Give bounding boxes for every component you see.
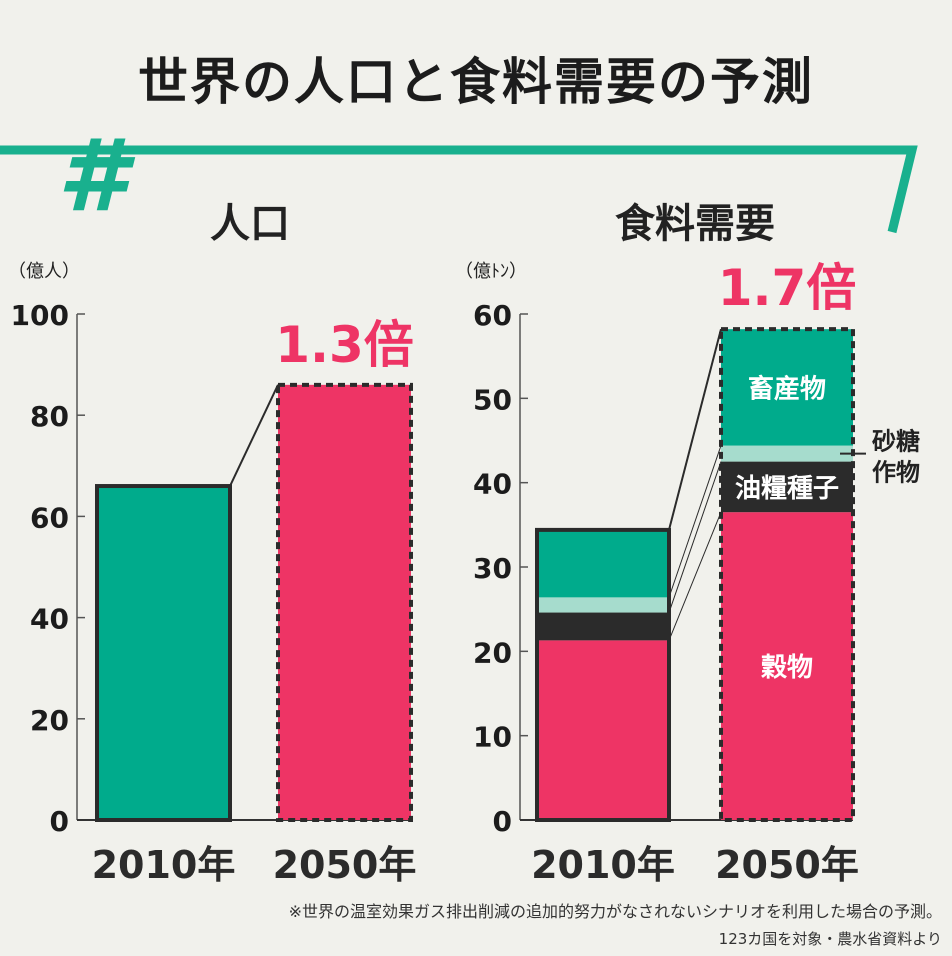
segment-label: 穀物 bbox=[761, 653, 813, 683]
y-tick-label: 80 bbox=[30, 400, 69, 433]
bar-segment-1 bbox=[721, 329, 853, 446]
bar-2050 bbox=[276, 382, 413, 822]
connector-line bbox=[668, 445, 722, 598]
y-tick-label: 20 bbox=[473, 636, 512, 669]
hash-icon: # bbox=[57, 117, 135, 234]
bar-outline-2050年 bbox=[719, 327, 855, 822]
y-tick-label: 60 bbox=[473, 299, 512, 332]
footnote: ※世界の温室効果ガス排出削減の追加的努力がなされないシナリオを利用した場合の予測… bbox=[288, 902, 942, 921]
connector-line bbox=[668, 511, 722, 641]
bar-segment-1 bbox=[721, 512, 853, 820]
y-tick-label: 50 bbox=[473, 383, 512, 416]
segment-label-callout: 作物 bbox=[872, 459, 920, 487]
x-tick-label: 2010年 bbox=[92, 843, 236, 887]
bar-outline-2010年 bbox=[535, 527, 671, 822]
y-axis-unit: （億人） bbox=[8, 261, 80, 282]
y-axis-unit: （億ﾄﾝ） bbox=[455, 261, 527, 282]
segment-label-callout: 砂糖 bbox=[872, 428, 920, 456]
bar-2010 bbox=[95, 484, 232, 822]
x-tick-label: 2050年 bbox=[715, 843, 859, 887]
bar-segment-0 bbox=[537, 640, 669, 820]
y-tick-label: 60 bbox=[30, 501, 69, 534]
source-note: 123カ国を対象・農水省資料より bbox=[718, 930, 942, 948]
chart-title: 人口 bbox=[210, 201, 290, 247]
connector-line bbox=[668, 328, 722, 531]
y-tick-label: 0 bbox=[50, 805, 69, 838]
y-tick-label: 10 bbox=[473, 721, 512, 754]
y-tick-label: 0 bbox=[493, 805, 512, 838]
chart-title: 食料需要 bbox=[615, 201, 775, 247]
y-tick-label: 20 bbox=[30, 704, 69, 737]
y-tick-label: 100 bbox=[11, 299, 69, 332]
connector-line bbox=[668, 461, 722, 613]
bar-segment-1 bbox=[721, 461, 853, 513]
segment-label: 油糧種子 bbox=[735, 474, 839, 504]
y-tick-label: 40 bbox=[30, 603, 69, 636]
y-tick-label: 30 bbox=[473, 552, 512, 585]
segment-label: 畜産物 bbox=[748, 373, 826, 404]
y-tick-label: 40 bbox=[473, 468, 512, 501]
ratio-label: 1.7倍 bbox=[718, 259, 857, 317]
page-title: 世界の人口と食料需要の予測 bbox=[138, 53, 814, 111]
bar-segment-1 bbox=[721, 445, 853, 462]
ratio-label: 1.3倍 bbox=[275, 316, 414, 374]
x-tick-label: 2050年 bbox=[273, 843, 417, 887]
bar-segment-0 bbox=[537, 612, 669, 641]
bar-segment-0 bbox=[537, 529, 669, 598]
accent-line bbox=[0, 145, 918, 234]
x-tick-label: 2010年 bbox=[531, 843, 675, 887]
connector-line bbox=[229, 384, 279, 487]
bar-segment-0 bbox=[537, 597, 669, 613]
